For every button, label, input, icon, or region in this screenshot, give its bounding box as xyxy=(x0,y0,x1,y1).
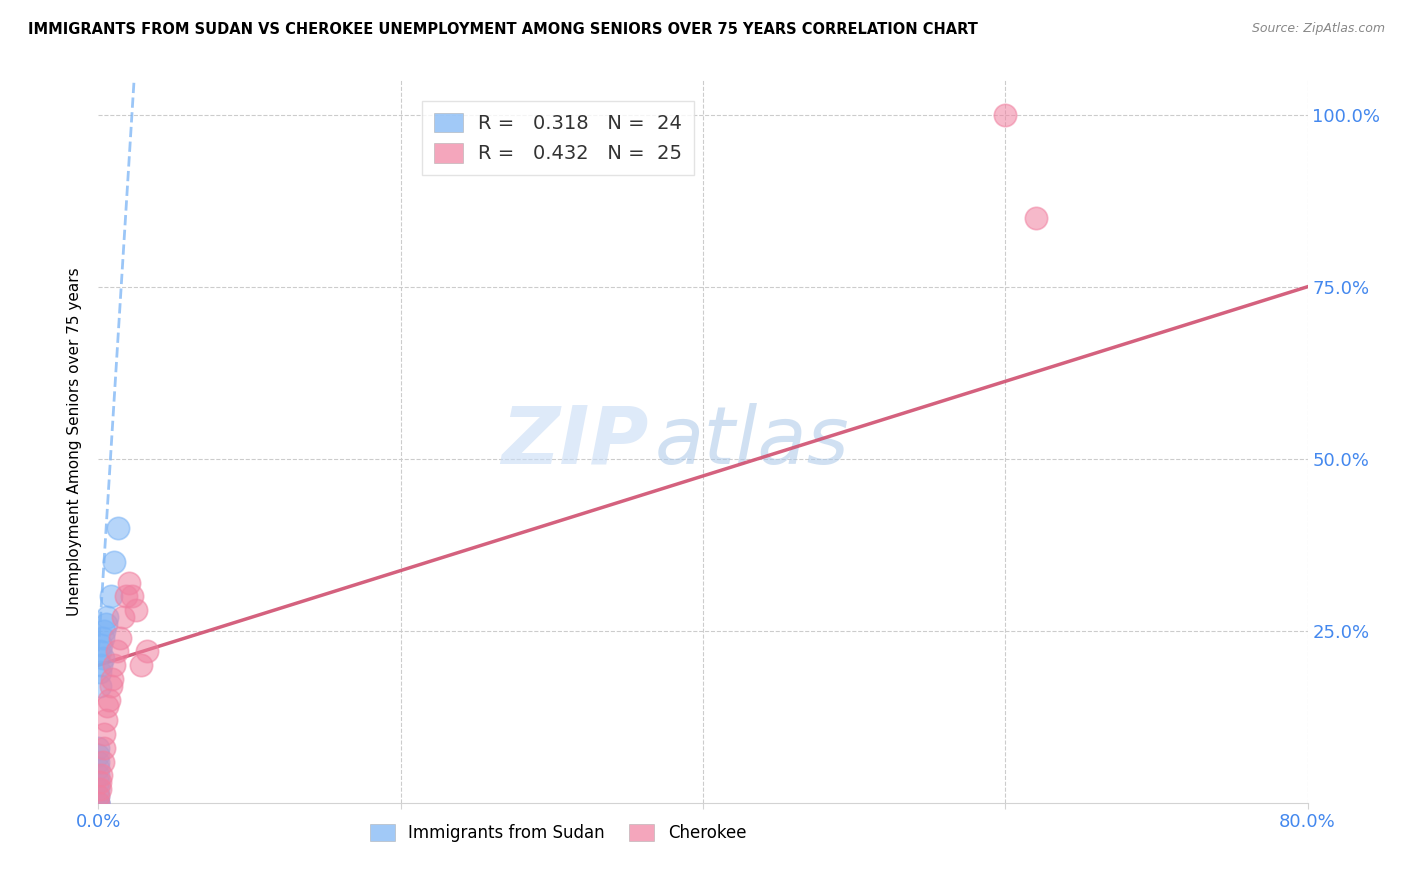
Point xyxy=(121,590,143,604)
Y-axis label: Unemployment Among Seniors over 75 years: Unemployment Among Seniors over 75 years xyxy=(67,268,83,615)
Point xyxy=(91,631,114,645)
Point xyxy=(90,768,112,782)
Point xyxy=(87,796,110,810)
Point xyxy=(96,699,118,714)
Text: Source: ZipAtlas.com: Source: ZipAtlas.com xyxy=(1251,22,1385,36)
Point xyxy=(96,610,118,624)
Point xyxy=(87,782,110,797)
Point xyxy=(103,555,125,569)
Point xyxy=(87,789,110,803)
Point xyxy=(87,796,110,810)
Point xyxy=(93,740,115,755)
Point xyxy=(87,740,110,755)
Legend: Immigrants from Sudan, Cherokee: Immigrants from Sudan, Cherokee xyxy=(363,817,754,848)
Text: ZIP: ZIP xyxy=(501,402,648,481)
Point xyxy=(94,616,117,631)
Point xyxy=(125,603,148,617)
Point xyxy=(91,755,114,769)
Point xyxy=(87,796,110,810)
Point xyxy=(89,644,111,658)
Point xyxy=(87,755,110,769)
Point xyxy=(89,775,111,789)
Point xyxy=(1024,211,1046,225)
Point xyxy=(114,590,136,604)
Point xyxy=(100,679,122,693)
Point xyxy=(93,624,115,638)
Point xyxy=(89,679,111,693)
Point xyxy=(103,658,125,673)
Point xyxy=(94,713,117,727)
Point xyxy=(87,796,110,810)
Point xyxy=(994,108,1017,122)
Text: atlas: atlas xyxy=(655,402,849,481)
Point xyxy=(100,590,122,604)
Point xyxy=(87,768,110,782)
Point xyxy=(87,747,110,762)
Point xyxy=(90,638,112,652)
Point xyxy=(91,651,114,665)
Point xyxy=(89,782,111,797)
Point xyxy=(87,761,110,775)
Text: IMMIGRANTS FROM SUDAN VS CHEROKEE UNEMPLOYMENT AMONG SENIORS OVER 75 YEARS CORRE: IMMIGRANTS FROM SUDAN VS CHEROKEE UNEMPL… xyxy=(28,22,979,37)
Point xyxy=(98,692,121,706)
Point xyxy=(129,658,152,673)
Point xyxy=(101,672,124,686)
Point xyxy=(105,644,128,658)
Point xyxy=(118,575,141,590)
Point xyxy=(111,610,134,624)
Point xyxy=(108,631,131,645)
Point xyxy=(89,665,111,679)
Point xyxy=(107,520,129,534)
Point xyxy=(87,789,110,803)
Point xyxy=(93,727,115,741)
Point xyxy=(87,775,110,789)
Point xyxy=(135,644,157,658)
Point xyxy=(90,658,112,673)
